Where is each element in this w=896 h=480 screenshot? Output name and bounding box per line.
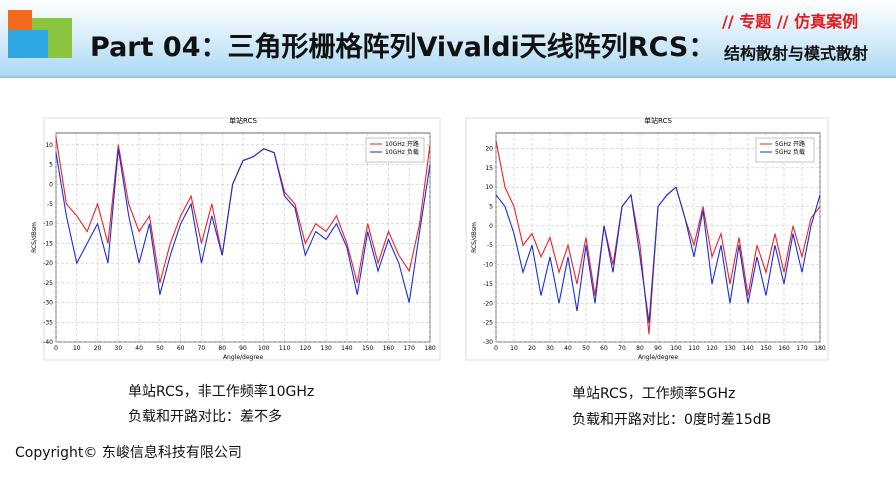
y-tick-label: -5	[487, 242, 493, 249]
x-tick-label: 120	[300, 345, 312, 352]
x-tick-label: 80	[636, 345, 644, 352]
series-line	[55, 148, 431, 303]
x-tick-label: 110	[688, 345, 700, 352]
x-axis-label: Angle/degree	[638, 354, 678, 361]
x-tick-label: 20	[528, 345, 536, 352]
y-tick-label: -15	[483, 281, 493, 288]
x-tick-label: 180	[814, 345, 826, 352]
x-tick-label: 10	[510, 345, 518, 352]
x-tick-label: 100	[670, 345, 682, 352]
y-tick-label: -25	[483, 320, 493, 327]
x-tick-label: 40	[135, 345, 143, 352]
x-tick-label: 40	[564, 345, 572, 352]
caption: 负载和开路对比：差不多	[128, 409, 282, 425]
y-tick-label: -10	[483, 262, 493, 269]
plot-area	[55, 132, 431, 343]
y-tick-label: -5	[47, 201, 53, 208]
x-tick-label: 50	[156, 345, 164, 352]
x-axis-label: Angle/degree	[223, 354, 263, 361]
x-tick-label: 180	[424, 345, 436, 352]
tag: // 专题 // 仿真案例	[722, 12, 859, 31]
x-tick-label: 80	[218, 345, 226, 352]
legend-label: 10GHz 开路	[385, 140, 419, 148]
x-tick-label: 140	[742, 345, 754, 352]
x-tick-label: 30	[115, 345, 123, 352]
caption: 负载和开路对比：0度时差15dB	[572, 412, 772, 428]
y-tick-label: 0	[489, 223, 493, 230]
x-tick-label: 90	[239, 345, 247, 352]
y-tick-label: -30	[43, 300, 53, 307]
x-tick-label: 150	[760, 345, 772, 352]
chart-title: 单站RCS	[644, 116, 672, 125]
x-tick-label: 170	[796, 345, 808, 352]
x-tick-label: 10	[73, 345, 81, 352]
x-tick-label: 160	[778, 345, 790, 352]
subtitle: 结构散射与模式散射	[724, 44, 869, 63]
x-tick-label: 160	[383, 345, 395, 352]
x-tick-label: 0	[54, 345, 58, 352]
copyright: Copyright© 东峻信息科技有限公司	[15, 445, 242, 461]
x-tick-label: 0	[494, 345, 498, 352]
logo	[8, 10, 32, 30]
x-tick-label: 50	[582, 345, 590, 352]
y-tick-label: 5	[489, 204, 493, 211]
y-tick-label: -40	[43, 339, 53, 346]
caption: 单站RCS，工作频率5GHz	[572, 386, 736, 402]
x-tick-label: 170	[403, 345, 415, 352]
x-tick-label: 20	[94, 345, 102, 352]
y-tick-label: -25	[43, 280, 53, 287]
y-tick-label: 10	[485, 184, 493, 191]
y-tick-label: -35	[43, 319, 53, 326]
caption: 单站RCS，非工作频率10GHz	[128, 384, 315, 400]
x-tick-label: 100	[258, 345, 270, 352]
x-tick-label: 70	[198, 345, 206, 352]
x-tick-label: 60	[600, 345, 608, 352]
y-tick-label: -30	[483, 339, 493, 346]
y-tick-label: -20	[43, 260, 53, 267]
logo	[8, 30, 48, 58]
chart-title: 单站RCS	[229, 116, 257, 125]
series-line	[495, 186, 821, 323]
x-tick-label: 60	[177, 345, 185, 352]
legend	[365, 137, 425, 163]
legend-label: 5GHz 负载	[775, 148, 805, 156]
legend-label: 10GHz 负载	[385, 148, 419, 156]
x-tick-label: 150	[362, 345, 374, 352]
legend	[755, 137, 815, 163]
header: Part 04：三角形栅格阵列Vivaldi天线阵列RCS： 结构散射与模式散射…	[0, 0, 896, 78]
x-tick-label: 110	[279, 345, 291, 352]
y-tick-label: 15	[485, 165, 493, 172]
x-tick-label: 120	[706, 345, 718, 352]
y-axis-label: RCS/dBsm	[471, 222, 478, 253]
x-tick-label: 70	[618, 345, 626, 352]
y-axis-label: RCS/dBsm	[31, 222, 38, 253]
y-tick-label: 20	[485, 145, 493, 152]
x-tick-label: 140	[341, 345, 353, 352]
y-tick-label: 5	[49, 162, 53, 169]
x-tick-label: 130	[320, 345, 332, 352]
y-tick-label: -10	[43, 221, 53, 228]
x-tick-label: 130	[724, 345, 736, 352]
y-tick-label: 0	[49, 181, 53, 188]
legend-label: 5GHz 开路	[775, 140, 805, 148]
title: Part 04：三角形栅格阵列Vivaldi天线阵列RCS：	[90, 32, 716, 63]
x-tick-label: 90	[654, 345, 662, 352]
x-tick-label: 30	[546, 345, 554, 352]
y-tick-label: 10	[45, 142, 53, 149]
y-tick-label: -15	[43, 240, 53, 247]
y-tick-label: -20	[483, 300, 493, 307]
